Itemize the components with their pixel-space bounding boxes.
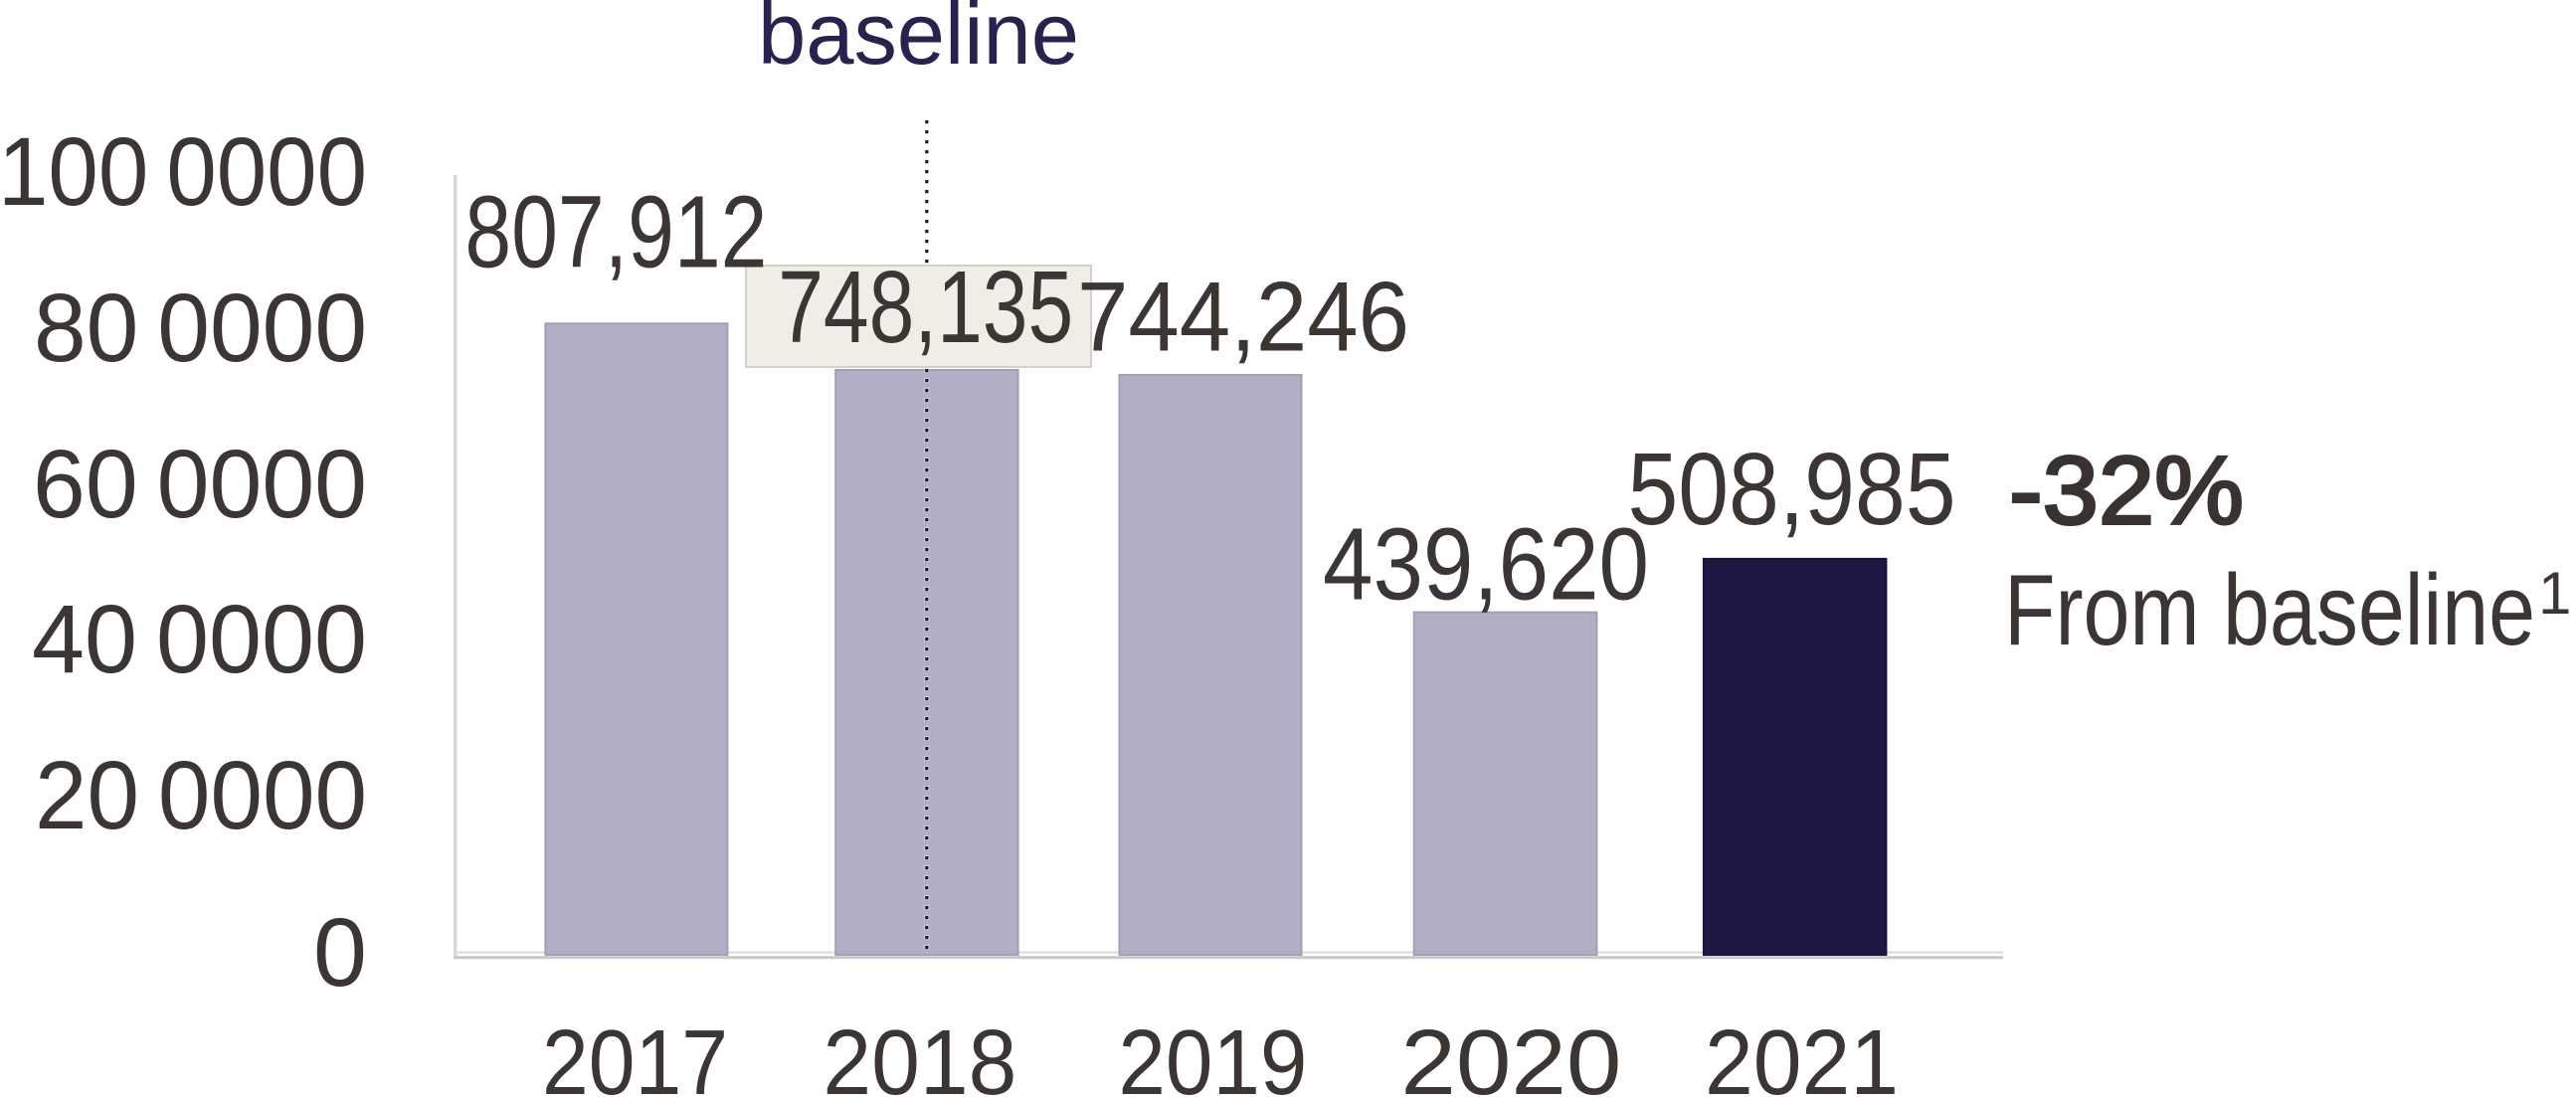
svg-text:2020: 2020 — [1400, 1010, 1621, 1097]
svg-text:744,246: 744,246 — [1077, 262, 1409, 372]
svg-text:0: 0 — [313, 898, 367, 1006]
svg-text:2019: 2019 — [1118, 1010, 1307, 1097]
svg-text:508,985: 508,985 — [1628, 432, 1956, 546]
svg-text:20 0000: 20 0000 — [35, 741, 367, 849]
svg-text:60 0000: 60 0000 — [33, 430, 367, 538]
svg-text:100 0000: 100 0000 — [0, 117, 367, 226]
svg-text:2021: 2021 — [1705, 1010, 1899, 1097]
svg-text:80 0000: 80 0000 — [34, 274, 367, 382]
svg-text:2018: 2018 — [823, 1010, 1016, 1097]
svg-text:2017: 2017 — [542, 1010, 728, 1097]
svg-text:748,135: 748,135 — [778, 250, 1073, 364]
svg-text:From baseline: From baseline — [2004, 555, 2535, 666]
svg-text:1: 1 — [2538, 560, 2571, 627]
svg-text:-32%: -32% — [2009, 437, 2244, 545]
svg-text:807,912: 807,912 — [464, 175, 767, 289]
svg-text:439,620: 439,620 — [1323, 507, 1649, 622]
svg-text:baseline: baseline — [758, 0, 1079, 83]
svg-text:40 0000: 40 0000 — [32, 585, 367, 693]
